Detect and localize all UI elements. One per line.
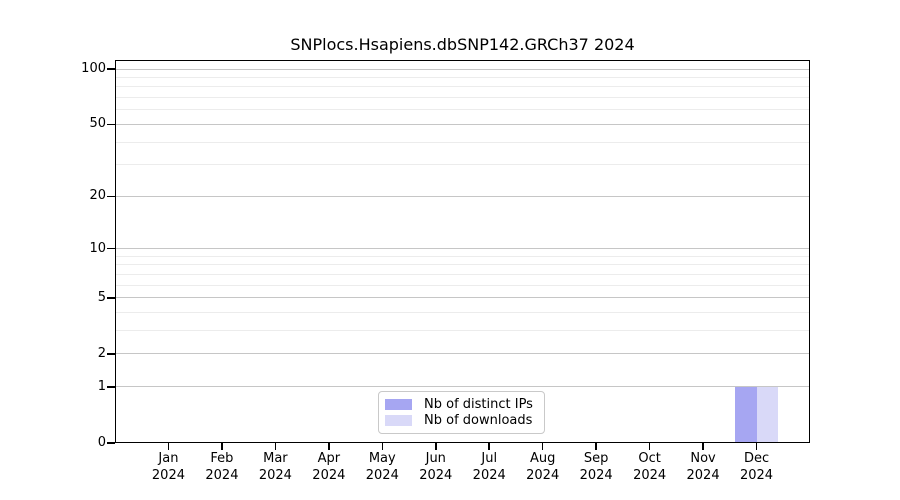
x-tick-mark (702, 443, 704, 450)
x-tick-mark (541, 443, 544, 450)
x-tick-label: Feb 2024 (187, 450, 257, 484)
x-tick-month: Aug (529, 451, 556, 466)
x-tick-year: 2024 (579, 468, 613, 483)
legend-label-downloads: Nb of downloads (424, 412, 533, 428)
gridline-major (115, 123, 810, 125)
gridline-minor (115, 141, 810, 143)
x-tick-month: Apr (317, 451, 341, 466)
gridline-minor (115, 312, 810, 314)
y-tick-mark (107, 247, 115, 250)
x-tick-mark (221, 443, 223, 450)
x-tick-year: 2024 (419, 468, 453, 483)
gridline-major (115, 386, 810, 388)
x-tick-year: 2024 (526, 468, 560, 483)
x-tick-month: May (368, 451, 396, 466)
x-tick-label: Jan 2024 (133, 450, 203, 484)
legend-item-distinct-ips: Nb of distinct IPs (385, 397, 536, 412)
y-tick-label: 5 (97, 289, 106, 305)
x-tick-year: 2024 (151, 468, 185, 483)
gridline-major (115, 353, 810, 355)
gridline-major (115, 195, 810, 197)
gridline-minor (115, 86, 810, 88)
y-tick-mark (107, 442, 115, 444)
x-tick-year: 2024 (312, 468, 346, 483)
x-tick-year: 2024 (472, 468, 506, 483)
x-tick-label: Oct 2024 (615, 450, 685, 484)
x-tick-mark (595, 443, 597, 450)
x-tick-month: Jan (158, 451, 179, 466)
legend-swatch-distinct-ips (385, 399, 412, 411)
gridline-major (115, 248, 810, 250)
chart-title: SNPlocs.Hsapiens.dbSNP142.GRCh37 2024 (290, 35, 635, 54)
y-tick-mark (107, 386, 115, 388)
x-tick-mark (488, 443, 490, 450)
y-tick-label: 2 (97, 345, 106, 361)
y-tick-label: 0 (97, 435, 106, 450)
x-tick-mark (381, 443, 384, 450)
x-tick-year: 2024 (686, 468, 720, 483)
legend: Nb of distinct IPs Nb of downloads (378, 391, 545, 434)
y-tick-label: 50 (89, 116, 106, 132)
x-tick-mark (167, 443, 170, 450)
gridline-minor (115, 330, 810, 332)
gridline-minor (115, 264, 810, 266)
x-tick-label: Jul 2024 (454, 450, 524, 484)
x-tick-month: Dec (743, 451, 770, 466)
x-tick-month: Feb (210, 451, 234, 466)
y-tick-mark (107, 123, 115, 126)
legend-label-distinct-ips: Nb of distinct IPs (424, 397, 533, 413)
x-tick-year: 2024 (633, 468, 667, 483)
x-tick-label: Sep 2024 (561, 450, 631, 484)
x-tick-month: Oct (638, 451, 661, 466)
x-tick-label: Jun 2024 (401, 450, 471, 484)
x-tick-label: Dec 2024 (722, 450, 792, 484)
gridline-minor (115, 164, 810, 166)
plot-area: Nb of distinct IPs Nb of downloads (115, 60, 810, 443)
gridline-minor (115, 77, 810, 79)
gridline-minor (115, 97, 810, 99)
y-tick-mark (107, 68, 115, 70)
legend-item-downloads: Nb of downloads (385, 413, 536, 428)
y-tick-mark (107, 297, 115, 299)
x-tick-year: 2024 (365, 468, 399, 483)
x-tick-month: Jun (425, 451, 446, 466)
x-tick-label: May 2024 (347, 450, 417, 484)
x-tick-year: 2024 (739, 468, 774, 483)
y-tick-mark (107, 195, 115, 198)
gridline-minor (115, 274, 810, 276)
x-tick-label: Nov 2024 (668, 450, 738, 484)
gridline-major (115, 297, 810, 299)
gridline-minor (115, 109, 810, 111)
x-tick-month: Mar (263, 451, 288, 466)
gridline-major (115, 68, 810, 70)
x-tick-mark (328, 443, 330, 450)
x-tick-mark (435, 443, 437, 450)
y-tick-label: 1 (97, 378, 106, 394)
bar-downloads (756, 386, 778, 443)
legend-swatch-downloads (385, 414, 412, 426)
y-tick-label: 10 (89, 240, 106, 256)
gridline-minor (115, 284, 810, 286)
x-tick-mark (274, 443, 277, 450)
y-tick-label: 100 (81, 61, 106, 77)
x-tick-year: 2024 (205, 468, 239, 483)
x-tick-year: 2024 (258, 468, 292, 483)
x-tick-mark (755, 443, 758, 450)
bar-distinct-ips (735, 386, 757, 443)
x-tick-label: Aug 2024 (508, 450, 578, 484)
x-tick-month: Sep (583, 451, 609, 466)
x-tick-label: Mar 2024 (240, 450, 310, 484)
y-tick-mark (107, 353, 115, 355)
y-tick-label: 20 (89, 188, 106, 204)
x-tick-label: Apr 2024 (294, 450, 364, 484)
gridline-minor (115, 255, 810, 257)
x-tick-month: Nov (690, 451, 716, 466)
x-tick-month: Jul (481, 451, 498, 466)
x-tick-mark (648, 443, 651, 450)
